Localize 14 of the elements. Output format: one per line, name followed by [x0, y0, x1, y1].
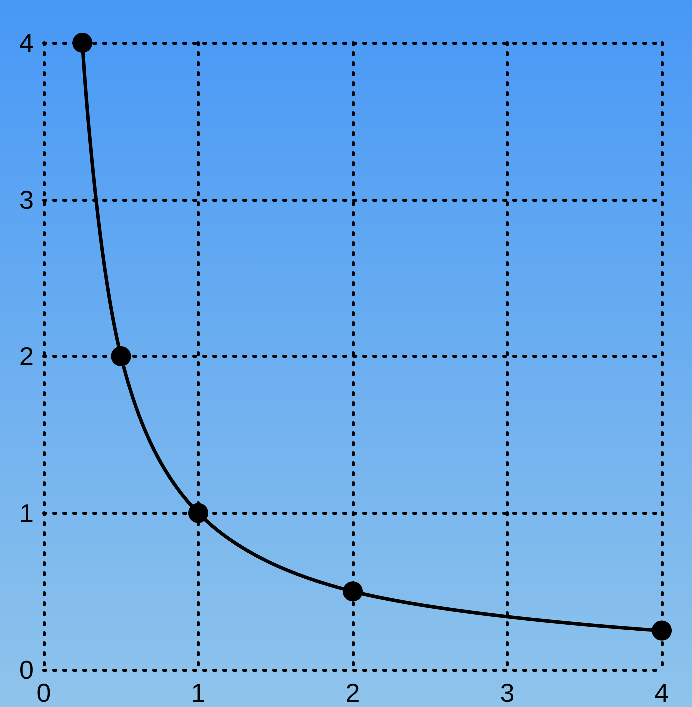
x-tick-label: 3 — [500, 678, 515, 707]
x-tick-label: 1 — [191, 678, 206, 707]
y-tick-label: 4 — [20, 28, 34, 58]
y-tick-label: 1 — [20, 498, 34, 528]
point — [343, 582, 363, 602]
point — [111, 346, 132, 366]
x-tick-label: 4 — [654, 678, 670, 707]
x-tick-label: 2 — [346, 678, 360, 707]
y-tick-label: 0 — [20, 655, 34, 685]
point — [72, 33, 93, 53]
y-tick-label: 2 — [20, 342, 34, 372]
point — [188, 503, 208, 524]
point — [652, 620, 672, 641]
y-tick-label: 3 — [20, 184, 34, 215]
